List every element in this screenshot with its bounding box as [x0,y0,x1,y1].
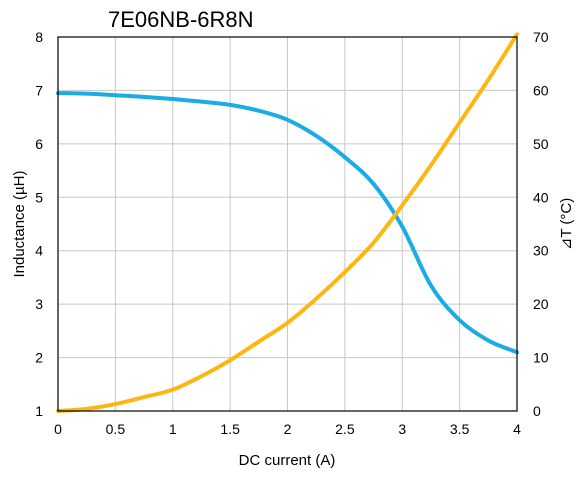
x-tick-label: 4 [513,421,521,437]
x-tick-label: 1 [169,421,177,437]
x-tick-label: 3 [398,421,406,437]
y2-tick-label: 20 [533,296,549,312]
y2-tick-label: 10 [533,350,549,366]
grid [57,36,518,412]
y-tick-label: 8 [35,29,43,45]
y-tick-label: 5 [35,189,43,205]
y-tick-label: 1 [35,403,43,419]
plot-frame [57,36,518,412]
y-tick-label: 6 [35,136,43,152]
y-tick-label: 3 [35,296,43,312]
x-tick-label: 0 [54,421,62,437]
y-tick-label: 4 [35,243,43,259]
inductance-line [56,91,519,355]
y2-axis-title: ⊿T (°C) [558,198,575,250]
y-tick-labels: 1 2 3 4 5 6 7 8 [35,29,43,419]
x-tick-label: 2 [284,421,292,437]
x-axis-title: DC current (A) [239,452,336,469]
y2-tick-label: 50 [533,136,549,152]
x-tick-labels: 0 0.5 1 1.5 2 2.5 3 3.5 4 [54,421,521,437]
y2-tick-label: 70 [533,29,549,45]
x-tick-label: 3.5 [450,421,470,437]
x-tick-label: 1.5 [220,421,240,437]
x-tick-label: 2.5 [335,421,355,437]
series-layer [56,32,519,413]
y2-tick-label: 0 [533,403,541,419]
y-tick-label: 7 [35,82,43,98]
x-tick-label: 0.5 [106,421,126,437]
y2-tick-label: 30 [533,243,549,259]
y2-tick-labels: 0 10 20 30 40 50 60 70 [533,29,549,419]
y-tick-label: 2 [35,350,43,366]
y2-tick-label: 40 [533,189,549,205]
y-axis-title: Inductance (µH) [11,170,28,277]
chart-title: 7E06NB-6R8N [108,7,254,32]
y2-tick-label: 60 [533,82,549,98]
temperature-rise-line [56,32,519,413]
